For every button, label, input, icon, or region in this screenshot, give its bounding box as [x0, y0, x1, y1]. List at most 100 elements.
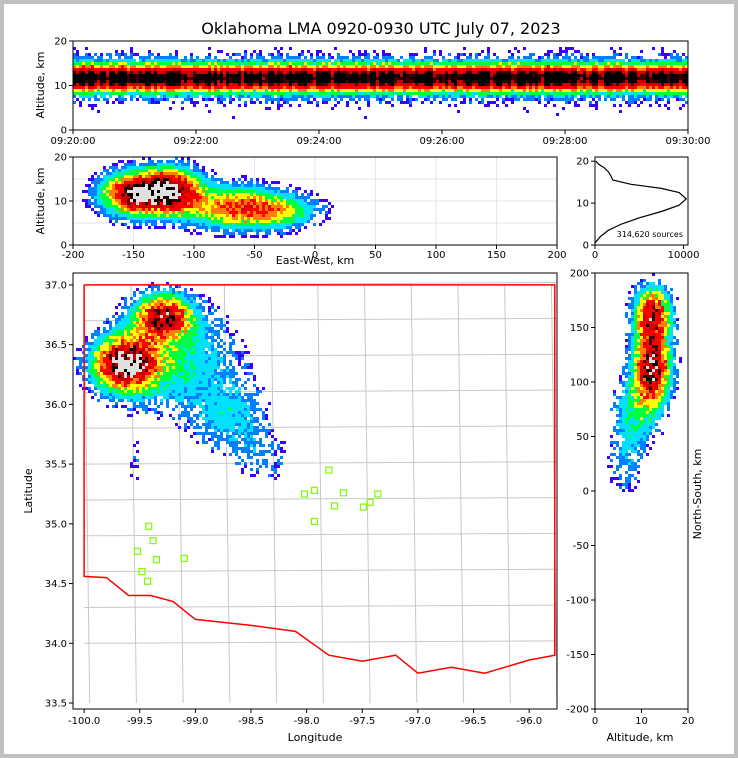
- time-height-cell: [457, 74, 460, 77]
- time-height-cell: [433, 95, 436, 98]
- ew-cell: [217, 205, 220, 208]
- time-height-cell: [448, 74, 451, 77]
- ew-cell: [151, 160, 154, 163]
- ew-cell: [277, 202, 280, 205]
- time-height-cell: [325, 74, 328, 77]
- ew-cell: [262, 196, 265, 199]
- time-height-cell: [652, 71, 655, 74]
- time-height-cell: [349, 68, 352, 71]
- plan-cell: [100, 336, 103, 339]
- time-height-cell: [532, 59, 535, 62]
- time-height-cell: [244, 92, 247, 95]
- time-height-cell: [382, 92, 385, 95]
- ew-cell: [196, 175, 199, 178]
- ew-cell: [115, 205, 118, 208]
- time-height-cell: [124, 68, 127, 71]
- ew-cell: [271, 199, 274, 202]
- time-height-cell: [286, 86, 289, 89]
- ew-cell: [175, 202, 178, 205]
- time-height-cell: [292, 62, 295, 65]
- ew-cell: [151, 220, 154, 223]
- ew-cell: [280, 235, 283, 238]
- time-height-cell: [640, 83, 643, 86]
- ew-cell: [187, 181, 190, 184]
- time-height-cell: [202, 92, 205, 95]
- time-height-cell: [316, 50, 319, 53]
- time-height-cell: [172, 92, 175, 95]
- time-height-cell: [286, 74, 289, 77]
- time-height-cell: [328, 77, 331, 80]
- time-height-cell: [322, 83, 325, 86]
- ew-cell: [109, 184, 112, 187]
- time-height-cell: [142, 95, 145, 98]
- time-height-cell: [457, 59, 460, 62]
- time-height-cell: [679, 98, 682, 101]
- ew-cell: [178, 181, 181, 184]
- plan-cell: [100, 384, 103, 387]
- time-height-cell: [220, 89, 223, 92]
- time-height-cell: [472, 83, 475, 86]
- plan-cell: [115, 357, 118, 360]
- time-height-cell: [532, 83, 535, 86]
- time-height-cell: [676, 71, 679, 74]
- ew-cell: [112, 214, 115, 217]
- time-height-cell: [529, 56, 532, 59]
- time-height-cell: [385, 56, 388, 59]
- time-height-cell: [94, 71, 97, 74]
- time-height-cell: [586, 62, 589, 65]
- ew-cell: [226, 220, 229, 223]
- ew-cell: [211, 199, 214, 202]
- time-height-cell: [610, 71, 613, 74]
- ew-cell: [262, 193, 265, 196]
- plan-cell: [97, 345, 100, 348]
- ew-cell: [271, 193, 274, 196]
- time-height-cell: [103, 62, 106, 65]
- time-height-cell: [145, 62, 148, 65]
- time-height-cell: [481, 77, 484, 80]
- ew-cell: [235, 229, 238, 232]
- time-height-cell: [94, 92, 97, 95]
- ew-cell: [124, 211, 127, 214]
- time-height-cell: [568, 86, 571, 89]
- time-height-cell: [187, 92, 190, 95]
- ew-cell: [139, 220, 142, 223]
- county-line: [457, 284, 465, 704]
- time-height-cell: [667, 74, 670, 77]
- time-height-cell: [307, 71, 310, 74]
- ew-cell: [307, 211, 310, 214]
- time-height-cell: [499, 59, 502, 62]
- ew-cell: [160, 199, 163, 202]
- time-height-cell: [211, 77, 214, 80]
- ew-cell: [175, 205, 178, 208]
- time-height-cell: [286, 56, 289, 59]
- time-height-cell: [367, 53, 370, 56]
- plan-cell: [100, 342, 103, 345]
- time-height-cell: [598, 74, 601, 77]
- time-height-cell: [100, 83, 103, 86]
- ew-cell: [325, 217, 328, 220]
- time-height-cell: [415, 80, 418, 83]
- ew-cell: [178, 163, 181, 166]
- time-height-cell: [265, 107, 268, 110]
- time-height-cell: [208, 74, 211, 77]
- plan-cell: [115, 351, 118, 354]
- time-height-cell: [499, 80, 502, 83]
- ew-cell: [250, 205, 253, 208]
- time-height-cell: [622, 83, 625, 86]
- ew-cell: [178, 217, 181, 220]
- time-height-cell: [676, 98, 679, 101]
- time-height-cell: [526, 59, 529, 62]
- ew-cell: [157, 187, 160, 190]
- time-height-cell: [115, 83, 118, 86]
- plan-cell: [106, 318, 109, 321]
- time-height-cell: [352, 83, 355, 86]
- time-height-cell: [307, 86, 310, 89]
- ew-cell: [154, 208, 157, 211]
- time-height-cell: [355, 71, 358, 74]
- plan-cell: [79, 366, 82, 369]
- time-height-cell: [151, 71, 154, 74]
- histogram-ytick-label: 0: [583, 241, 589, 252]
- time-height-cell: [301, 68, 304, 71]
- time-height-cell: [163, 74, 166, 77]
- time-height-cell: [76, 83, 79, 86]
